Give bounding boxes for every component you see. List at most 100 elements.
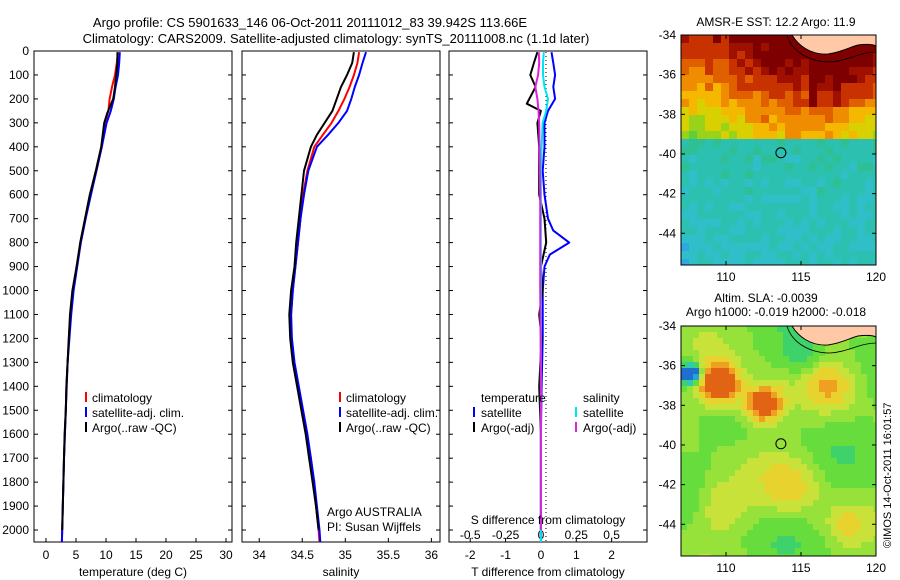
sla-cell (849, 362, 855, 368)
sla-cell (735, 374, 741, 380)
sla-cell (789, 464, 795, 470)
sst-cell (793, 67, 801, 75)
sst-cell (681, 243, 689, 251)
sla-cell (861, 452, 867, 458)
sst-cell (777, 171, 785, 179)
sst-cell (761, 35, 769, 43)
sst-cell (689, 227, 697, 235)
sst-cell (761, 227, 769, 235)
sst-cell (873, 83, 876, 91)
x-tick-label: 34.5 (291, 548, 315, 562)
sla-cell (789, 350, 795, 356)
sla-cell (759, 398, 765, 404)
sla-cell (729, 350, 735, 356)
sst-cell (769, 179, 777, 187)
series-line-satellite-adj-clim (290, 51, 367, 543)
legend-satellite-label: satellite-adj. clim. (346, 406, 438, 420)
sst-cell (777, 51, 785, 59)
sla-cell (681, 338, 687, 344)
sst-cell (785, 99, 793, 107)
sla-cell (705, 530, 711, 536)
sla-cell (753, 470, 759, 476)
sla-cell (681, 518, 687, 524)
x-tick-label: 0 (43, 548, 50, 562)
sla-cell (807, 386, 813, 392)
sla-cell (711, 398, 717, 404)
sla-cell (723, 452, 729, 458)
sla-cell (843, 470, 849, 476)
sst-cell (865, 163, 873, 171)
sla-cell (759, 440, 765, 446)
sla-cell (813, 416, 819, 422)
sla-cell (843, 512, 849, 518)
sla-cell (813, 470, 819, 476)
sst-cell (737, 179, 745, 187)
sla-cell (843, 356, 849, 362)
x-tick-label: 115 (791, 561, 810, 575)
sla-cell (729, 530, 735, 536)
title-line-2: Climatology: CARS2009. Satellite-adjuste… (83, 31, 590, 46)
sla-cell (687, 386, 693, 392)
sla-cell (729, 392, 735, 398)
sst-cell (705, 187, 713, 195)
sla-cell (855, 476, 861, 482)
sla-cell (723, 428, 729, 434)
sla-cell (711, 368, 717, 374)
sla-cell (789, 530, 795, 536)
sst-cell (761, 171, 769, 179)
sla-cell (813, 380, 819, 386)
y-tick-label: 1900 (2, 499, 29, 513)
sla-cell (777, 440, 783, 446)
sla-cell (687, 458, 693, 464)
sst-cell (697, 123, 705, 131)
sla-cell (873, 548, 876, 554)
sla-cell (795, 494, 801, 500)
sst-cell (777, 131, 785, 139)
sla-cell (831, 368, 837, 374)
sst-cell (689, 211, 697, 219)
sla-cell (819, 356, 825, 362)
sla-cell (867, 476, 873, 482)
sst-cell (865, 219, 873, 227)
sla-cell (789, 488, 795, 494)
sla-cell (843, 434, 849, 440)
sla-cell (693, 410, 699, 416)
sla-cell (831, 518, 837, 524)
sla-cell (687, 380, 693, 386)
sla-cell (729, 422, 735, 428)
sst-cell (841, 67, 849, 75)
sla-cell (723, 398, 729, 404)
y-tick-label: -40 (659, 438, 677, 452)
sla-cell (699, 446, 705, 452)
sla-cell (735, 458, 741, 464)
sla-cell (729, 464, 735, 470)
sla-cell (855, 356, 861, 362)
sla-cell (837, 422, 843, 428)
sla-cell (825, 512, 831, 518)
sst-cell (817, 203, 825, 211)
sst-cell (785, 75, 793, 83)
sst-cell (697, 91, 705, 99)
sst-cell (865, 83, 873, 91)
sla-cell (819, 446, 825, 452)
sla-cell (837, 464, 843, 470)
sla-cell (843, 386, 849, 392)
sla-cell (753, 476, 759, 482)
sla-cell (849, 416, 855, 422)
sla-cell (825, 404, 831, 410)
sla-cell (855, 452, 861, 458)
sla-cell (711, 512, 717, 518)
sst-cell (873, 195, 876, 203)
sst-cell (681, 131, 689, 139)
sla-cell (819, 542, 825, 548)
sla-cell (687, 428, 693, 434)
sla-cell (753, 530, 759, 536)
sst-cell (777, 163, 785, 171)
sst-cell (833, 123, 841, 131)
sst-cell (737, 195, 745, 203)
sst-cell (825, 227, 833, 235)
sla-cell (771, 530, 777, 536)
sla-cell (801, 494, 807, 500)
sst-coastline (791, 34, 877, 55)
y-tick-label: 600 (9, 188, 29, 202)
